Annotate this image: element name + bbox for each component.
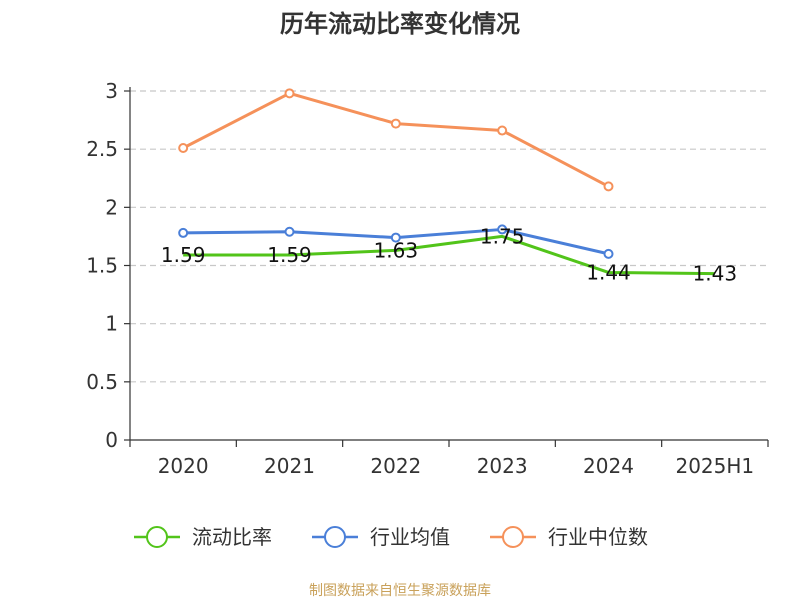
x-tick-label: 2024	[583, 454, 634, 478]
legend-label: 行业均值	[370, 525, 450, 549]
data-point[interactable]	[603, 181, 614, 192]
data-labels: 1.59 1.59 1.63 1.75 1.44 1.43	[161, 224, 737, 285]
legend-swatch-marker	[502, 526, 524, 548]
data-label: 1.59	[161, 243, 206, 267]
series-line-0	[183, 234, 715, 276]
source-note: 制图数据来自恒生聚源数据库	[309, 583, 491, 599]
y-tick-label: 2.5	[86, 137, 118, 161]
series-group	[178, 88, 715, 276]
axes: 0 0.5 1 1.5 2 2.5 3 2020 2021 2022 2023 2024 2025H1	[86, 79, 769, 478]
data-label: 1.43	[693, 262, 738, 286]
x-tick-label: 2025H1	[675, 454, 754, 478]
gridlines	[130, 90, 768, 383]
y-tick-label: 2	[105, 195, 118, 219]
y-tick-label: 1	[105, 312, 118, 336]
data-point[interactable]	[497, 125, 508, 136]
x-tick-label: 2021	[264, 454, 315, 478]
legend-label: 流动比率	[192, 525, 272, 549]
data-point[interactable]	[178, 143, 189, 154]
data-label: 1.75	[480, 224, 525, 248]
legend-swatch-marker	[146, 526, 168, 548]
data-point[interactable]	[497, 224, 508, 235]
data-point[interactable]	[390, 232, 401, 243]
y-tick-label: 0.5	[86, 370, 118, 394]
data-point[interactable]	[390, 118, 401, 129]
x-tick-label: 2023	[477, 454, 528, 478]
legend-item-2[interactable]: 行业中位数	[490, 525, 648, 549]
y-tick-label: 0	[105, 428, 118, 452]
y-tick-label: 3	[105, 79, 118, 103]
legend-swatch-marker	[324, 526, 346, 548]
legend-item-0[interactable]: 流动比率	[134, 525, 272, 549]
series-line-2	[182, 91, 610, 188]
legend[interactable]: 流动比率 行业均值 行业中位数	[134, 525, 648, 549]
data-point[interactable]	[178, 227, 189, 238]
chart-title: 历年流动比率变化情况	[280, 10, 520, 38]
legend-item-1[interactable]: 行业均值	[312, 525, 450, 549]
data-point[interactable]	[284, 226, 295, 237]
x-tick-label: 2022	[370, 454, 421, 478]
data-label: 1.44	[586, 260, 631, 284]
y-tick-label: 1.5	[86, 254, 118, 278]
data-point[interactable]	[284, 88, 295, 99]
data-label: 1.59	[267, 243, 312, 267]
data-label: 1.63	[374, 238, 419, 262]
x-tick-label: 2020	[158, 454, 209, 478]
legend-label: 行业中位数	[548, 525, 648, 549]
data-point[interactable]	[603, 248, 614, 259]
